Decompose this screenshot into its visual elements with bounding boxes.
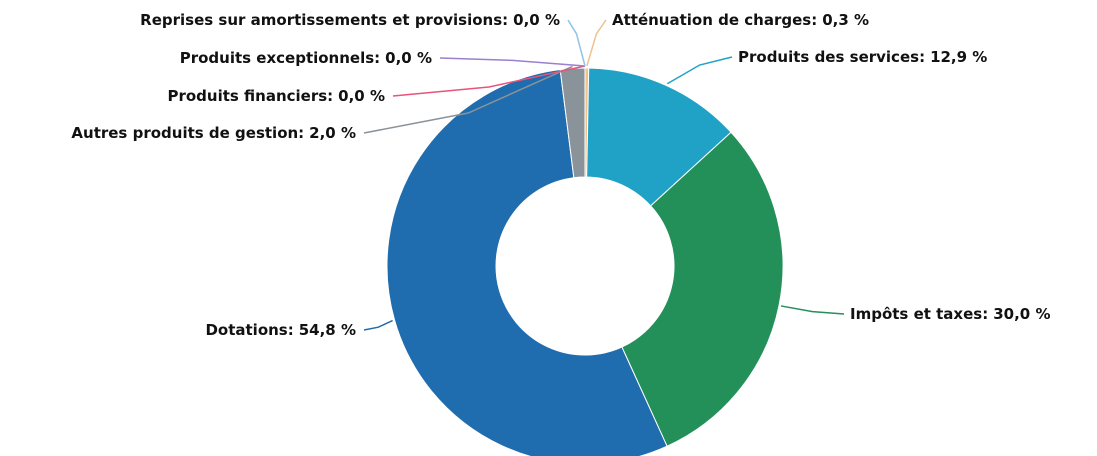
value-label: 0,0 % (385, 49, 432, 67)
category-name: Produits exceptionnels (180, 49, 375, 67)
label-separator: : (919, 48, 925, 66)
leader-line (363, 65, 573, 134)
label-separator: : (288, 321, 294, 339)
slice-label: Produits financiers: 0,0 % (167, 87, 385, 105)
value-label: 30,0 % (993, 305, 1050, 323)
slice-label: Autres produits de gestion: 2,0 % (71, 124, 356, 142)
label-separator: : (502, 11, 508, 29)
slice-label: Atténuation de charges: 0,3 % (612, 11, 869, 29)
slice-label: Produits des services: 12,9 % (738, 48, 987, 66)
value-label: 0,0 % (513, 11, 560, 29)
category-name: Dotations (205, 321, 287, 339)
donut-slice (386, 69, 668, 456)
leader-line (586, 19, 607, 67)
leader-line (363, 319, 393, 331)
category-name: Impôts et taxes (850, 305, 982, 323)
category-name: Reprises sur amortissements et provision… (140, 11, 502, 29)
category-name: Produits des services (738, 48, 919, 66)
donut-slice (621, 131, 784, 447)
category-name: Atténuation de charges (612, 11, 811, 29)
category-name: Produits financiers (167, 87, 327, 105)
label-separator: : (374, 49, 380, 67)
value-label: 2,0 % (309, 124, 356, 142)
label-separator: : (298, 124, 304, 142)
value-label: 12,9 % (930, 48, 987, 66)
slice-label: Impôts et taxes: 30,0 % (850, 305, 1050, 323)
value-label: 54,8 % (299, 321, 356, 339)
leader-line (567, 19, 586, 67)
leader-line (392, 65, 586, 97)
slice-label: Reprises sur amortissements et provision… (140, 11, 560, 29)
slice-label: Produits exceptionnels: 0,0 % (180, 49, 432, 67)
value-label: 0,3 % (822, 11, 869, 29)
category-name: Autres produits de gestion (71, 124, 298, 142)
leader-line (780, 305, 845, 315)
label-separator: : (811, 11, 817, 29)
slice-label: Dotations: 54,8 % (205, 321, 356, 339)
leader-line (439, 57, 586, 67)
value-label: 0,0 % (338, 87, 385, 105)
leader-line (666, 56, 733, 85)
label-separator: : (982, 305, 988, 323)
label-separator: : (327, 87, 333, 105)
